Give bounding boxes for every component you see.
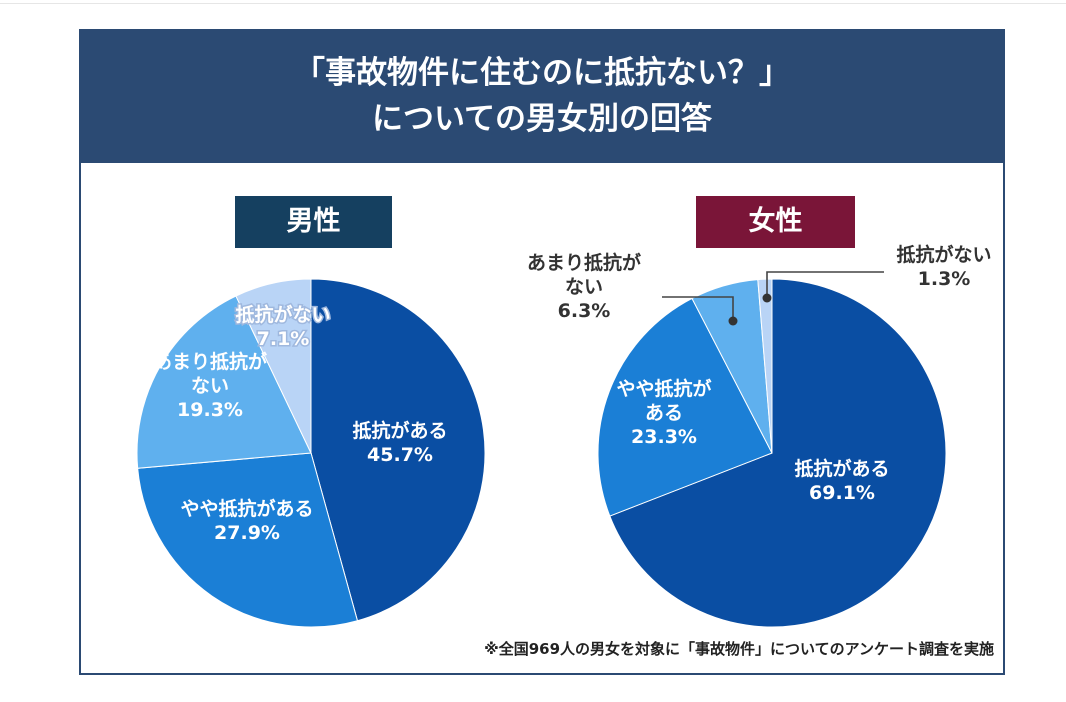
female-pie-slice-3 — [757, 278, 773, 454]
female-callout-line-3 — [766, 271, 884, 298]
male-slice-value-3: 7.1% — [257, 328, 310, 350]
male-slice-label-1: やや抵抗がある 27.9% — [180, 497, 313, 544]
female-slice-value-0: 69.1% — [809, 482, 875, 504]
female-callout-dot-3 — [762, 293, 772, 303]
female-slice-name-1: ある — [645, 402, 683, 424]
female-slice-name-1: やや抵抗が — [616, 377, 711, 400]
female-slice-label-2: あまり抵抗がない 6.3% — [527, 251, 641, 322]
female-slice-label-1: やや抵抗がある 23.3% — [616, 377, 711, 448]
female-callout-dot-2 — [728, 316, 738, 326]
male-slice-name-3: 抵抗がない — [235, 303, 330, 326]
male-slice-name-2: あまり抵抗が — [153, 350, 267, 373]
female-slice-name-2: ない — [565, 276, 603, 298]
male-slice-value-0: 45.7% — [367, 444, 433, 466]
male-pie-slice-3 — [235, 278, 312, 454]
title-line-1: 「事故物件に住むのに抵抗ない？」 — [294, 55, 790, 91]
female-pie-slice-0 — [609, 278, 947, 628]
male-slice-name-0: 抵抗がある — [352, 419, 447, 442]
male-slice-value-2: 19.3% — [177, 399, 243, 421]
male-slice-value-1: 27.9% — [214, 522, 280, 544]
female-slice-value-1: 23.3% — [631, 426, 697, 448]
male-slice-label-3: 抵抗がない 7.1% — [235, 303, 330, 350]
female-pie-slice-1 — [597, 297, 773, 517]
female-pie: 抵抗がある 69.1% やや抵抗がある 23.3% あまり抵抗がない 6.3% 抵抗がない 1… — [527, 243, 992, 628]
male-slice-name-2: ない — [191, 375, 229, 397]
male-slice-label-0: 抵抗がある 45.7% — [352, 419, 447, 466]
female-slice-value-2: 6.3% — [558, 300, 611, 322]
male-slice-label-2: あまり抵抗がない 19.3% — [153, 350, 267, 421]
male-pie-slice-2 — [136, 295, 312, 469]
chart-header: 「事故物件に住むのに抵抗ない？」 についての男女別の回答 — [81, 31, 1003, 163]
female-slice-name-3: 抵抗がない — [896, 243, 991, 266]
female-slice-label-0: 抵抗がある 69.1% — [794, 457, 889, 504]
female-slice-name-2: あまり抵抗が — [527, 251, 641, 274]
male-pie-slice-0 — [310, 278, 486, 622]
female-slice-value-3: 1.3% — [918, 268, 971, 290]
female-callout-line-2 — [662, 296, 734, 321]
male-slice-name-1: やや抵抗がある — [180, 497, 313, 520]
male-pie: 抵抗がある 45.7%やや抵抗がある 27.9%あまり抵抗がない 19.3%抵抗がない… — [136, 278, 486, 628]
female-tag: 女性 — [696, 196, 855, 248]
female-slice-label-3: 抵抗がない 1.3% — [896, 243, 991, 290]
male-tag: 男性 — [235, 196, 392, 248]
footnote: ※全国969人の男女を対象に「事故物件」についてのアンケート調査を実施 — [484, 640, 994, 658]
top-divider — [0, 3, 1066, 4]
male-pie-slice-1 — [137, 452, 359, 628]
title-line-2: についての男女別の回答 — [371, 101, 713, 137]
female-slice-name-0: 抵抗がある — [794, 457, 889, 480]
